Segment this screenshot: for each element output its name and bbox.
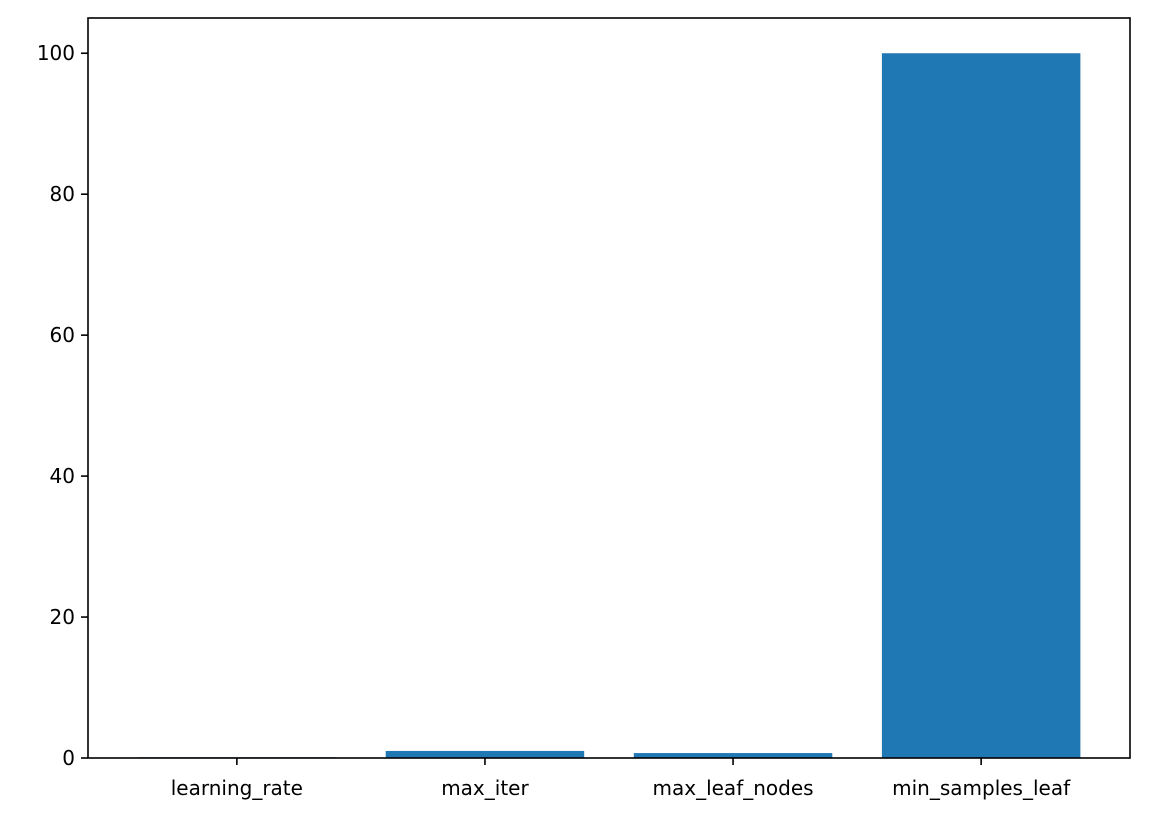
y-axis: 0 20 40 60 80 100 [37, 41, 88, 770]
x-tick-label: max_iter [441, 776, 529, 800]
y-tick-label: 0 [62, 746, 75, 770]
y-tick-label: 60 [50, 323, 75, 347]
bar-max-iter [385, 750, 585, 758]
y-tick-label: 20 [50, 605, 75, 629]
y-tick-label: 100 [37, 41, 75, 65]
x-tick-label: learning_rate [171, 776, 303, 800]
bar-max-leaf-nodes [633, 753, 833, 758]
plot-frame [87, 17, 1131, 759]
bars-group [137, 53, 1081, 758]
y-tick-label: 80 [50, 182, 75, 206]
bar-min-samples-leaf [881, 53, 1081, 758]
x-axis: learning_rate max_iter max_leaf_nodes min_s… [171, 758, 1071, 800]
y-tick-label: 40 [50, 464, 75, 488]
x-tick-label: max_leaf_nodes [653, 776, 814, 800]
x-tick-label: min_samples_leaf [892, 776, 1071, 800]
